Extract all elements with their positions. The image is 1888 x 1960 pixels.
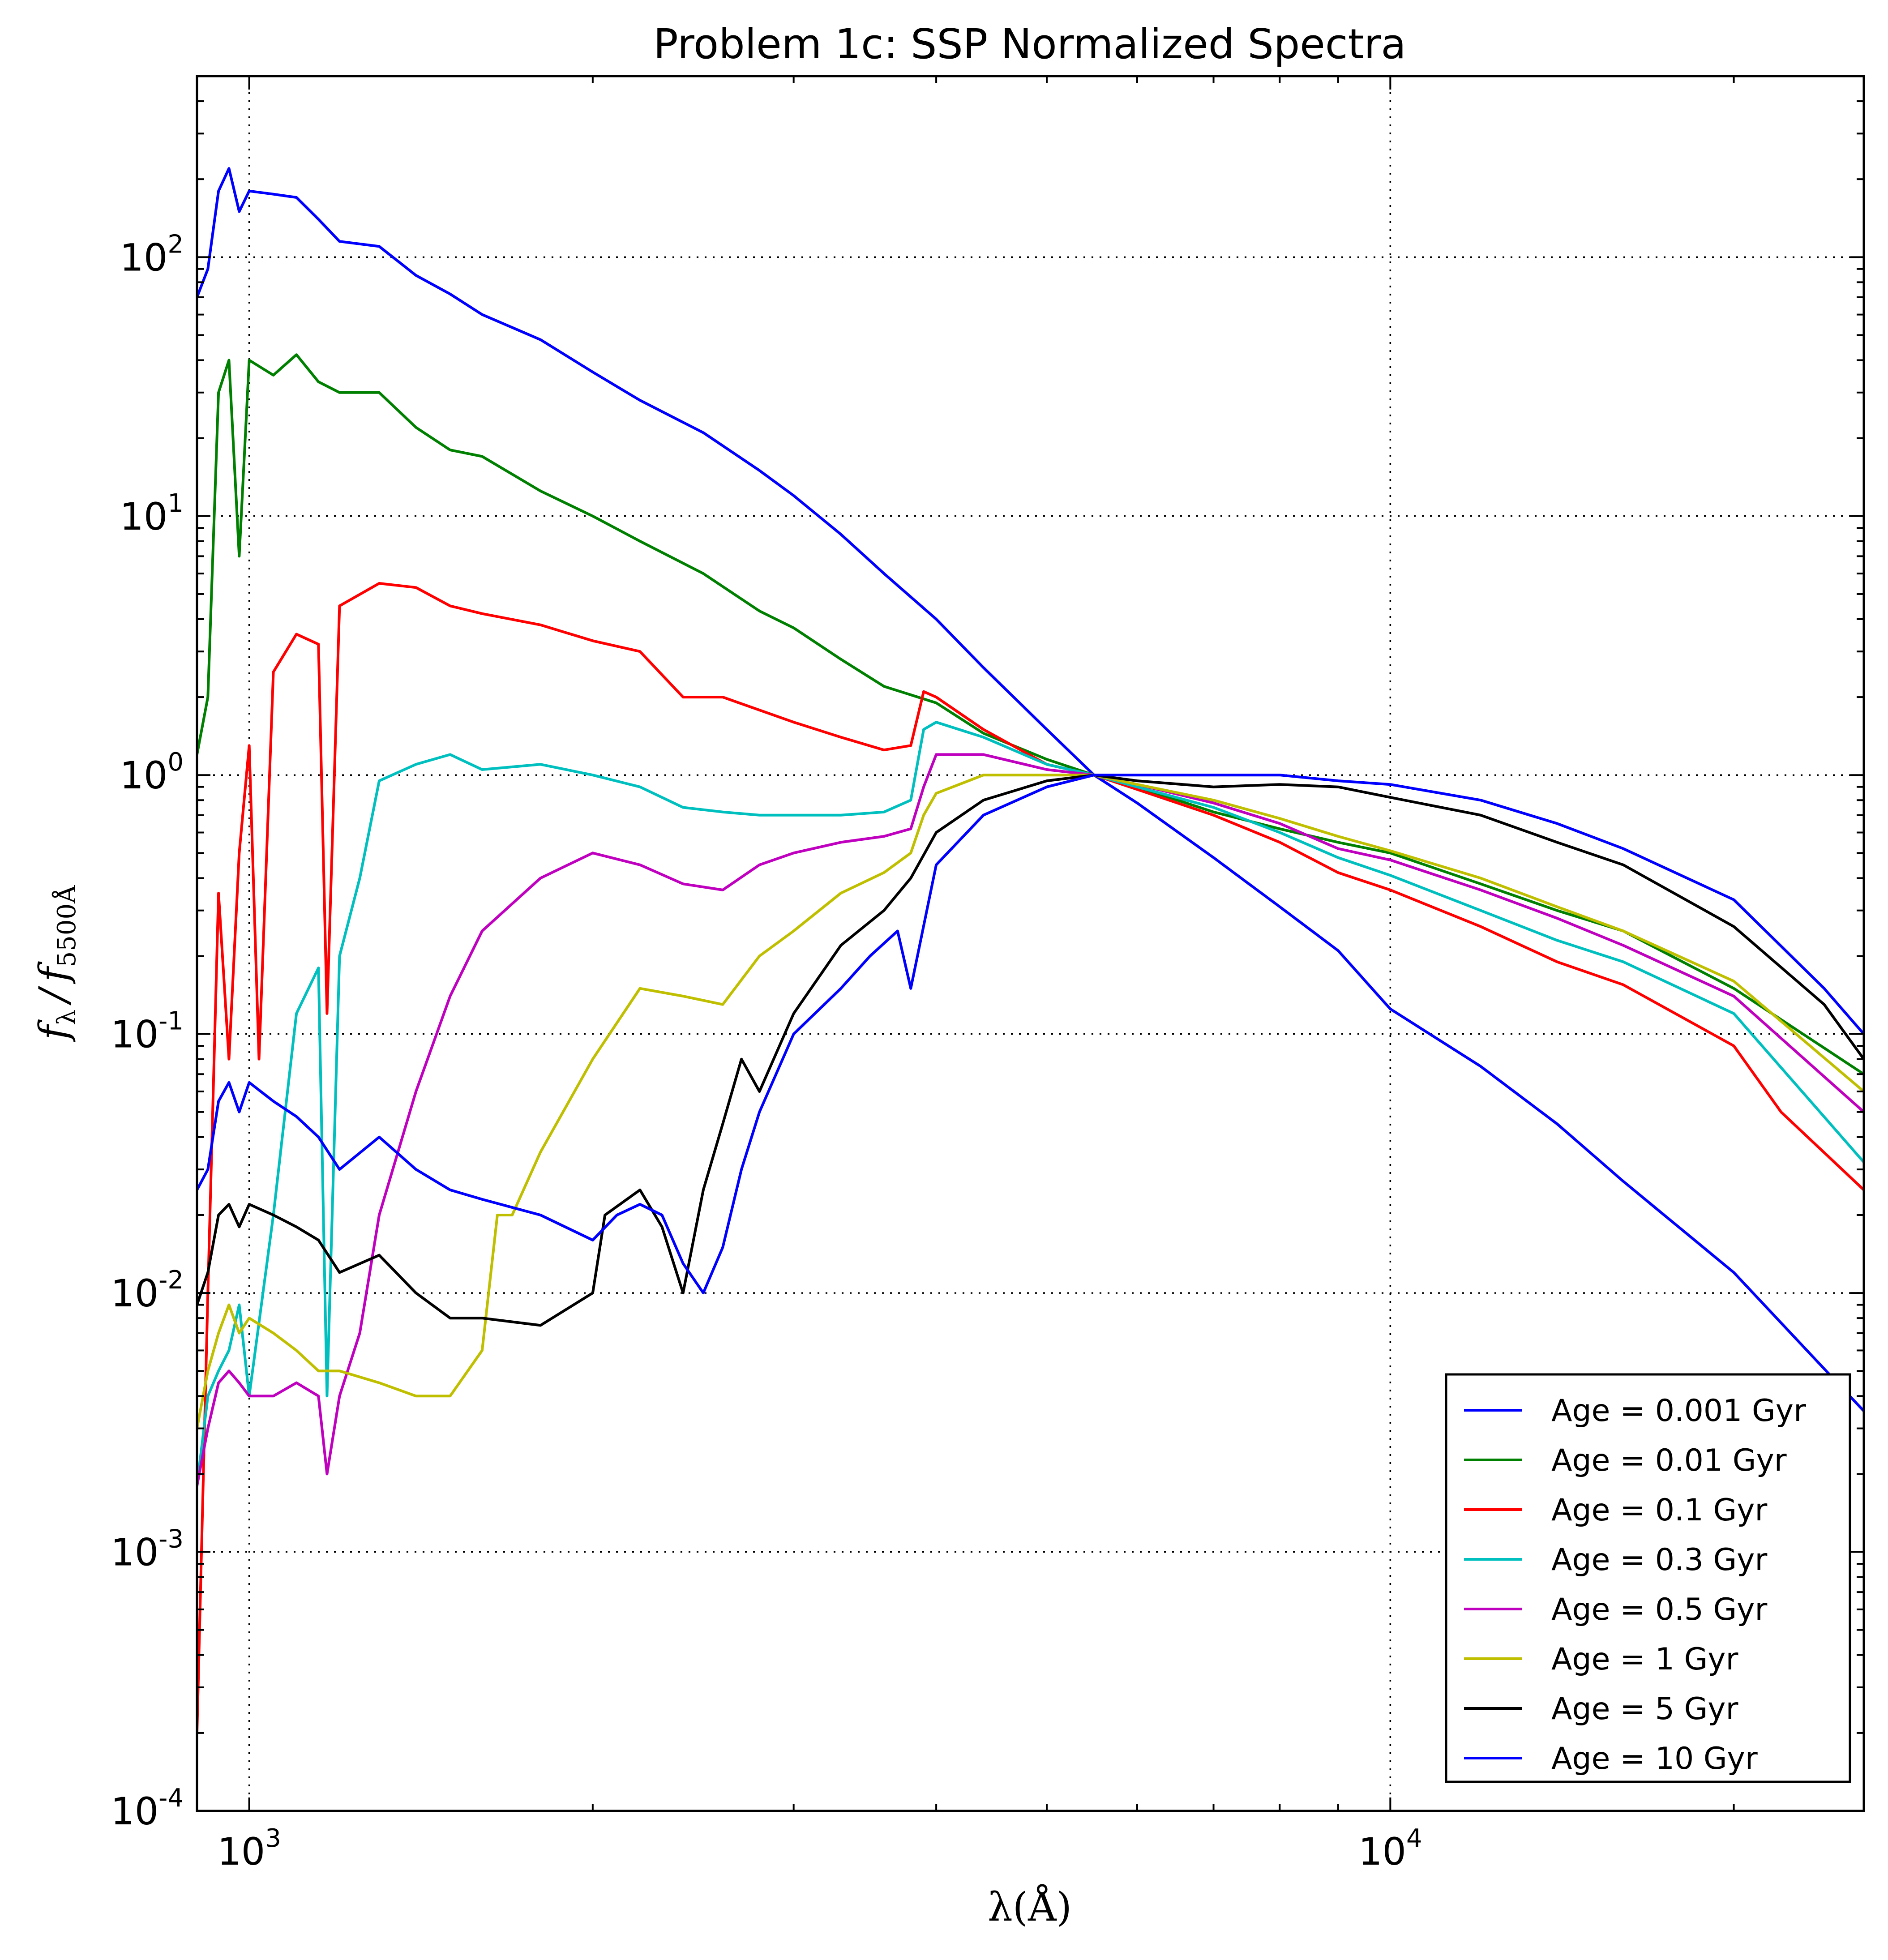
y-tick-label-2: 100 [120, 748, 184, 797]
series-line-5 [197, 774, 1864, 1430]
series-line-2 [197, 582, 1864, 1734]
y-tick-label-4: 10-2 [111, 1266, 184, 1315]
y-tick-base-0: 10 [120, 235, 167, 279]
y-tick-exp-6: -4 [158, 1784, 184, 1813]
legend-label-3: Age = 0.3 Gyr [1551, 1542, 1767, 1578]
y-tick-base-2: 10 [120, 753, 167, 797]
x-axis-label: λ(Å) [988, 1884, 1072, 1930]
x-tick-base-0: 10 [217, 1830, 265, 1874]
legend-label-5: Age = 1 Gyr [1551, 1642, 1738, 1677]
legend-label-4: Age = 0.5 Gyr [1551, 1592, 1767, 1627]
chart-title: Problem 1c: SSP Normalized Spectra [653, 20, 1406, 68]
legend-label-1: Age = 0.01 Gyr [1551, 1443, 1787, 1478]
y-tick-label-0: 102 [120, 230, 184, 279]
legend-label-2: Age = 0.1 Gyr [1551, 1493, 1767, 1528]
y-tick-exp-3: -1 [158, 1007, 184, 1036]
series-line-0 [197, 167, 1864, 1412]
y-tick-base-5: 10 [111, 1531, 158, 1575]
y-tick-exp-2: 0 [167, 748, 184, 777]
y-tick-label-3: 10-1 [111, 1007, 184, 1057]
x-tick-label-0: 103 [217, 1824, 281, 1874]
x-tick-label-1: 104 [1358, 1824, 1422, 1874]
x-tick-base-1: 10 [1358, 1830, 1406, 1874]
legend-box [1445, 1373, 1851, 1783]
legend-label-0: Age = 0.001 Gyr [1551, 1393, 1806, 1429]
y-label-sub2: 5500Å [51, 885, 81, 967]
tick-marks [196, 75, 1864, 1812]
series-line-1 [197, 353, 1864, 1076]
y-tick-label-5: 10-3 [111, 1525, 184, 1575]
series-line-3 [197, 721, 1864, 1487]
series-line-6 [197, 774, 1864, 1327]
legend-label-6: Age = 5 Gyr [1551, 1691, 1738, 1727]
y-tick-exp-5: -3 [158, 1525, 184, 1554]
y-tick-base-6: 10 [111, 1789, 158, 1833]
legend-label-7: Age = 10 Gyr [1551, 1741, 1758, 1776]
y-tick-base-1: 10 [120, 495, 167, 539]
y-tick-exp-1: 1 [167, 489, 184, 518]
y-tick-base-3: 10 [111, 1013, 158, 1057]
x-tick-exp-1: 4 [1406, 1824, 1422, 1853]
series-line-4 [197, 753, 1864, 1487]
y-tick-base-4: 10 [111, 1271, 158, 1315]
y-tick-label-6: 10-4 [111, 1784, 184, 1833]
x-tick-labels: 103 104 [217, 1824, 1422, 1874]
plot-frame [196, 75, 1865, 1812]
series-lines [197, 167, 1864, 1734]
legend-items: Age = 0.001 Gyr Age = 0.01 Gyr Age = 0.1 G… [1464, 1393, 1806, 1776]
y-tick-exp-0: 2 [167, 230, 184, 259]
x-tick-exp-0: 3 [265, 1824, 281, 1853]
series-line-7 [197, 774, 1864, 1295]
y-tick-exp-4: -2 [158, 1266, 184, 1295]
y-label-sub1: λ [52, 1010, 81, 1026]
y-tick-label-1: 101 [120, 489, 184, 539]
legend: Age = 0.001 Gyr Age = 0.01 Gyr Age = 0.1 G… [1445, 1373, 1851, 1783]
